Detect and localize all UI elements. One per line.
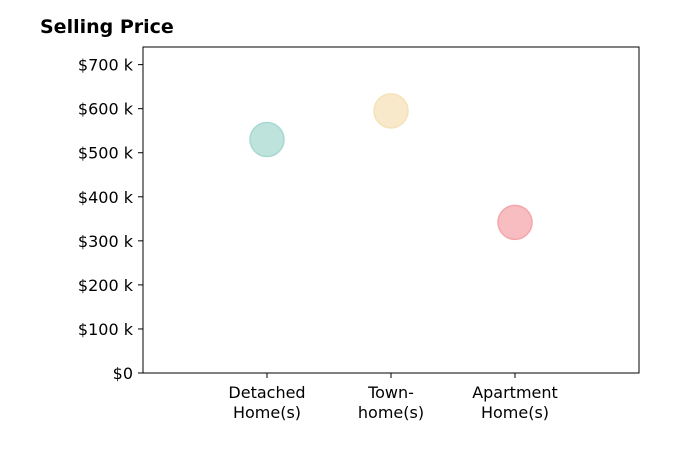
- x-tick-label: home(s): [358, 403, 424, 422]
- y-tick-label: $500 k: [78, 144, 134, 163]
- y-tick-label: $400 k: [78, 188, 134, 207]
- data-point: [249, 121, 285, 158]
- x-tick-label: Town-: [367, 383, 414, 402]
- y-tick-label: $300 k: [78, 232, 134, 251]
- x-tick-label: Home(s): [233, 403, 301, 422]
- data-point: [373, 93, 409, 129]
- x-tick-label: Home(s): [481, 403, 549, 422]
- x-tick-label: Detached: [228, 383, 305, 402]
- chart-title: Selling Price: [40, 16, 174, 38]
- data-points: [249, 93, 533, 241]
- y-axis: $0 $100 k $200 k $300 k $400 k $500 k $600 k $7…: [78, 56, 143, 383]
- data-point: [497, 204, 533, 241]
- y-tick-label: $100 k: [78, 320, 134, 339]
- y-tick-label: $200 k: [78, 276, 134, 295]
- x-axis: DetachedHome(s)Town-home(s)ApartmentHome…: [228, 373, 558, 422]
- x-tick-label: Apartment: [472, 383, 558, 402]
- y-tick-label: $600 k: [78, 100, 134, 119]
- y-tick-label: $0: [113, 364, 133, 383]
- y-tick-label: $700 k: [78, 56, 134, 75]
